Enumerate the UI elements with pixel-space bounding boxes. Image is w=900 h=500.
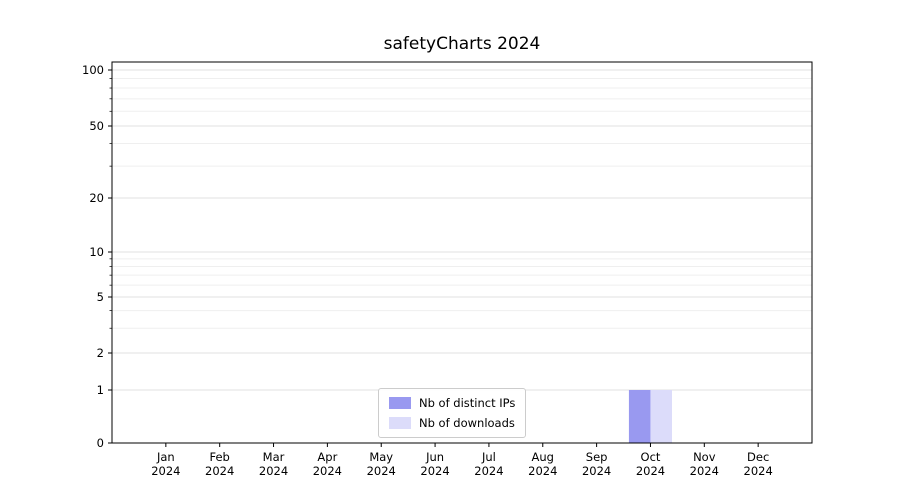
legend-label-distinct-ips: Nb of distinct IPs — [419, 396, 516, 410]
svg-text:Dec: Dec — [747, 450, 769, 464]
svg-text:50: 50 — [89, 119, 104, 133]
legend-item-distinct-ips: Nb of distinct IPs — [389, 396, 515, 410]
svg-text:5: 5 — [97, 290, 104, 304]
svg-text:Apr: Apr — [317, 450, 337, 464]
svg-text:Jan: Jan — [156, 450, 175, 464]
legend: Nb of distinct IPs Nb of downloads — [378, 388, 527, 438]
svg-text:1: 1 — [97, 383, 104, 397]
svg-text:Nov: Nov — [693, 450, 716, 464]
svg-text:Aug: Aug — [532, 450, 554, 464]
svg-text:Jun: Jun — [425, 450, 444, 464]
svg-text:May: May — [369, 450, 393, 464]
svg-text:2024: 2024 — [151, 464, 180, 478]
svg-text:10: 10 — [89, 245, 104, 259]
svg-text:2024: 2024 — [259, 464, 288, 478]
chart-title: safetyCharts 2024 — [383, 34, 541, 54]
svg-text:2024: 2024 — [313, 464, 342, 478]
svg-text:100: 100 — [82, 63, 104, 77]
svg-text:2024: 2024 — [690, 464, 719, 478]
svg-text:2: 2 — [97, 346, 104, 360]
svg-text:20: 20 — [89, 191, 104, 205]
svg-text:2024: 2024 — [474, 464, 503, 478]
svg-text:Oct: Oct — [641, 450, 661, 464]
svg-text:Jul: Jul — [481, 450, 496, 464]
legend-label-downloads: Nb of downloads — [419, 416, 515, 430]
svg-text:2024: 2024 — [205, 464, 234, 478]
svg-text:2024: 2024 — [636, 464, 665, 478]
svg-text:0: 0 — [97, 436, 104, 450]
svg-text:2024: 2024 — [744, 464, 773, 478]
svg-text:2024: 2024 — [367, 464, 396, 478]
svg-text:2024: 2024 — [582, 464, 611, 478]
svg-text:Feb: Feb — [210, 450, 230, 464]
legend-swatch-distinct-ips — [389, 397, 411, 409]
svg-text:2024: 2024 — [420, 464, 449, 478]
svg-text:2024: 2024 — [528, 464, 557, 478]
legend-item-downloads: Nb of downloads — [389, 416, 515, 430]
svg-text:Mar: Mar — [263, 450, 285, 464]
svg-text:Sep: Sep — [586, 450, 608, 464]
legend-swatch-downloads — [389, 417, 411, 429]
